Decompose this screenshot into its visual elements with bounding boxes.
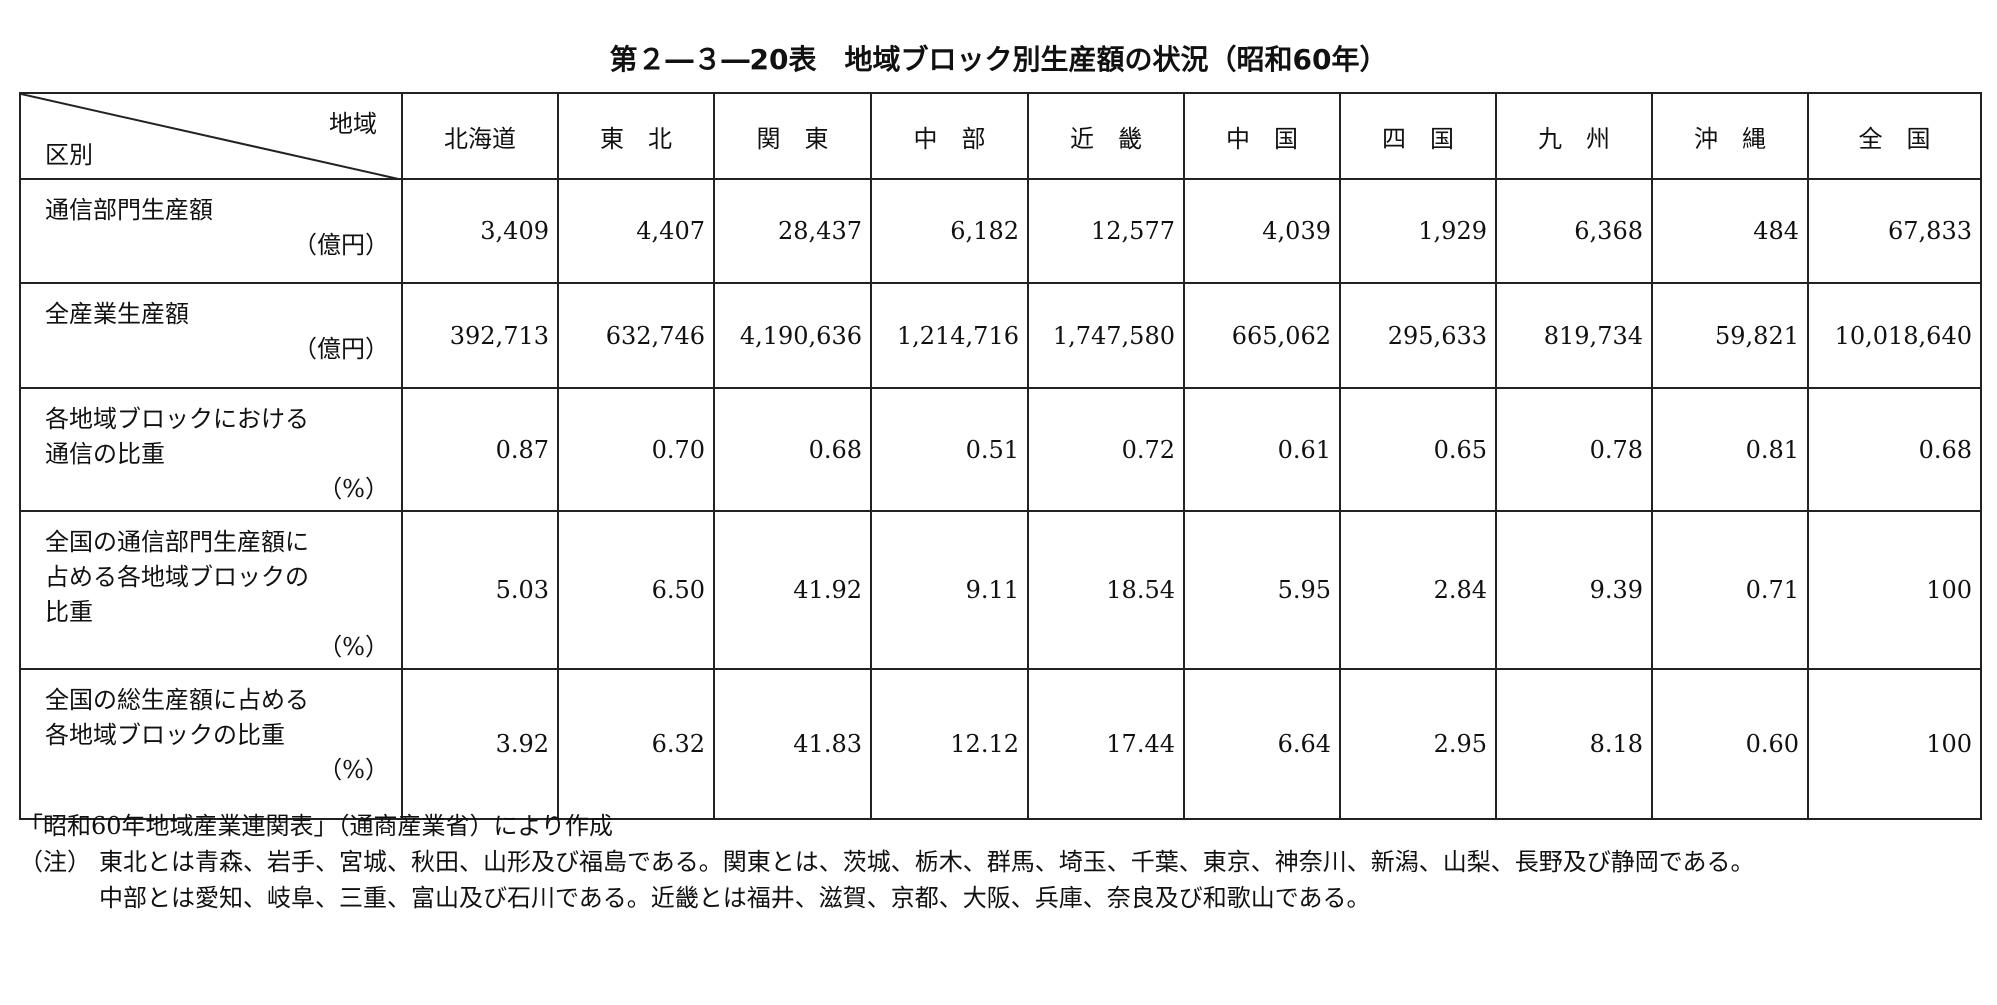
cell: 2.84	[1339, 510, 1497, 670]
cell: 100	[1807, 510, 1982, 670]
row-label-line: 各地域ブロックの比重	[45, 721, 285, 749]
row-unit: （億円）	[293, 335, 389, 363]
title: 第２―３―20表 地域ブロック別生産額の状況（昭和60年）	[609, 43, 1388, 76]
cell: 6,182	[870, 178, 1029, 284]
column-header: 関 東	[713, 92, 872, 180]
column-header: 中 国	[1183, 92, 1341, 180]
note-text: 東北とは青森、岩手、宮城、秋田、山形及び福島である。関東とは、茨城、栃木、群馬、…	[99, 844, 1979, 916]
data-table: 地域 区別 北海道東 北関 東中 部近 畿中 国四 国九 州沖 縄全 国 通信部…	[19, 92, 1982, 820]
cell: 1,747,580	[1027, 282, 1185, 389]
cell: 67,833	[1807, 178, 1982, 284]
cell: 0.87	[401, 387, 559, 512]
row-unit: （%）	[318, 475, 389, 503]
row-header-label: 区別	[45, 141, 93, 169]
notes: 「昭和60年地域産業連関表」（通商産業省）により作成 （注） 東北とは青森、岩手…	[19, 808, 1979, 916]
row-label-line: 占める各地域ブロックの	[45, 563, 309, 591]
row-label: 各地域ブロックにおける 通信の比重 （%）	[19, 387, 403, 512]
row-label-line: 各地域ブロックにおける	[45, 405, 309, 433]
table-row: 全国の総生産額に占める 各地域ブロックの比重 （%） 3.92 6.32 41.83 12.…	[19, 668, 1982, 820]
row-label-line: 通信の比重	[45, 440, 165, 468]
table-row: 各地域ブロックにおける 通信の比重 （%） 0.87 0.70 0.68 0.51 0.72 0…	[19, 387, 1982, 512]
cell: 3,409	[401, 178, 559, 284]
cell: 5.03	[401, 510, 559, 670]
cell: 0.72	[1027, 387, 1185, 512]
row-label: 全国の総生産額に占める 各地域ブロックの比重 （%）	[19, 668, 403, 820]
row-unit: （億円）	[293, 231, 389, 259]
column-header: 東 北	[557, 92, 715, 180]
row-label-line: 全国の総生産額に占める	[45, 686, 309, 714]
cell: 4,039	[1183, 178, 1341, 284]
cell: 41.83	[713, 668, 872, 820]
cell: 0.60	[1651, 668, 1809, 820]
cell: 100	[1807, 668, 1982, 820]
cell: 0.78	[1495, 387, 1653, 512]
cell: 8.18	[1495, 668, 1653, 820]
row-label: 全国の通信部門生産額に 占める各地域ブロックの 比重 （%）	[19, 510, 403, 670]
cell: 0.81	[1651, 387, 1809, 512]
table-row: 全産業生産額 （億円） 392,713 632,746 4,190,636 1,214,7…	[19, 282, 1982, 389]
note-line: 東北とは青森、岩手、宮城、秋田、山形及び福島である。関東とは、茨城、栃木、群馬、…	[99, 848, 1755, 876]
row-label-line: 全産業生産額	[45, 300, 189, 328]
cell: 12.12	[870, 668, 1029, 820]
cell: 6.32	[557, 668, 715, 820]
note-line: 中部とは愛知、岐阜、三重、富山及び石川である。近畿とは福井、滋賀、京都、大阪、兵…	[99, 884, 1371, 912]
cell: 0.70	[557, 387, 715, 512]
cell: 0.68	[713, 387, 872, 512]
cell: 0.61	[1183, 387, 1341, 512]
corner-cell: 地域 区別	[19, 92, 403, 180]
cell: 484	[1651, 178, 1809, 284]
row-unit: （%）	[318, 633, 389, 661]
cell: 392,713	[401, 282, 559, 389]
source: 「昭和60年地域産業連関表」（通商産業省）により作成	[19, 812, 614, 840]
diagonal	[21, 94, 403, 180]
column-header: 四 国	[1339, 92, 1497, 180]
column-header: 北海道	[401, 92, 559, 180]
column-header: 全 国	[1807, 92, 1982, 180]
table-row: 全国の通信部門生産額に 占める各地域ブロックの 比重 （%） 5.03 6.50 41.92…	[19, 510, 1982, 670]
cell: 0.51	[870, 387, 1029, 512]
table-row: 通信部門生産額 （億円） 3,409 4,407 28,437 6,182 12,577 4,…	[19, 178, 1982, 284]
row-label-line: 比重	[45, 598, 93, 626]
column-header: 九 州	[1495, 92, 1653, 180]
cell: 295,633	[1339, 282, 1497, 389]
column-header-label: 地域	[329, 110, 377, 138]
cell: 1,214,716	[870, 282, 1029, 389]
column-header: 中 部	[870, 92, 1029, 180]
row-label: 全産業生産額 （億円）	[19, 282, 403, 389]
column-header: 沖 縄	[1651, 92, 1809, 180]
cell: 9.39	[1495, 510, 1653, 670]
cell: 9.11	[870, 510, 1029, 670]
cell: 4,190,636	[713, 282, 872, 389]
cell: 6.64	[1183, 668, 1341, 820]
note-marker: （注）	[19, 848, 91, 876]
cell: 18.54	[1027, 510, 1185, 670]
cell: 12,577	[1027, 178, 1185, 284]
cell: 41.92	[713, 510, 872, 670]
cell: 632,746	[557, 282, 715, 389]
note: （注） 東北とは青森、岩手、宮城、秋田、山形及び福島である。関東とは、茨城、栃木…	[19, 844, 1979, 916]
cell: 819,734	[1495, 282, 1653, 389]
cell: 2.95	[1339, 668, 1497, 820]
cell: 0.65	[1339, 387, 1497, 512]
cell: 665,062	[1183, 282, 1341, 389]
cell: 10,018,640	[1807, 282, 1982, 389]
cell: 6.50	[557, 510, 715, 670]
row-unit: （%）	[318, 756, 389, 784]
cell: 0.71	[1651, 510, 1809, 670]
cell: 28,437	[713, 178, 872, 284]
row-label-line: 全国の通信部門生産額に	[45, 528, 309, 556]
cell: 5.95	[1183, 510, 1341, 670]
column-header: 近 畿	[1027, 92, 1185, 180]
cell: 17.44	[1027, 668, 1185, 820]
cell: 1,929	[1339, 178, 1497, 284]
cell: 4,407	[557, 178, 715, 284]
cell: 6,368	[1495, 178, 1653, 284]
row-label-line: 通信部門生産額	[45, 196, 213, 224]
cell: 0.68	[1807, 387, 1982, 512]
cell: 59,821	[1651, 282, 1809, 389]
cell: 3.92	[401, 668, 559, 820]
row-label: 通信部門生産額 （億円）	[19, 178, 403, 284]
